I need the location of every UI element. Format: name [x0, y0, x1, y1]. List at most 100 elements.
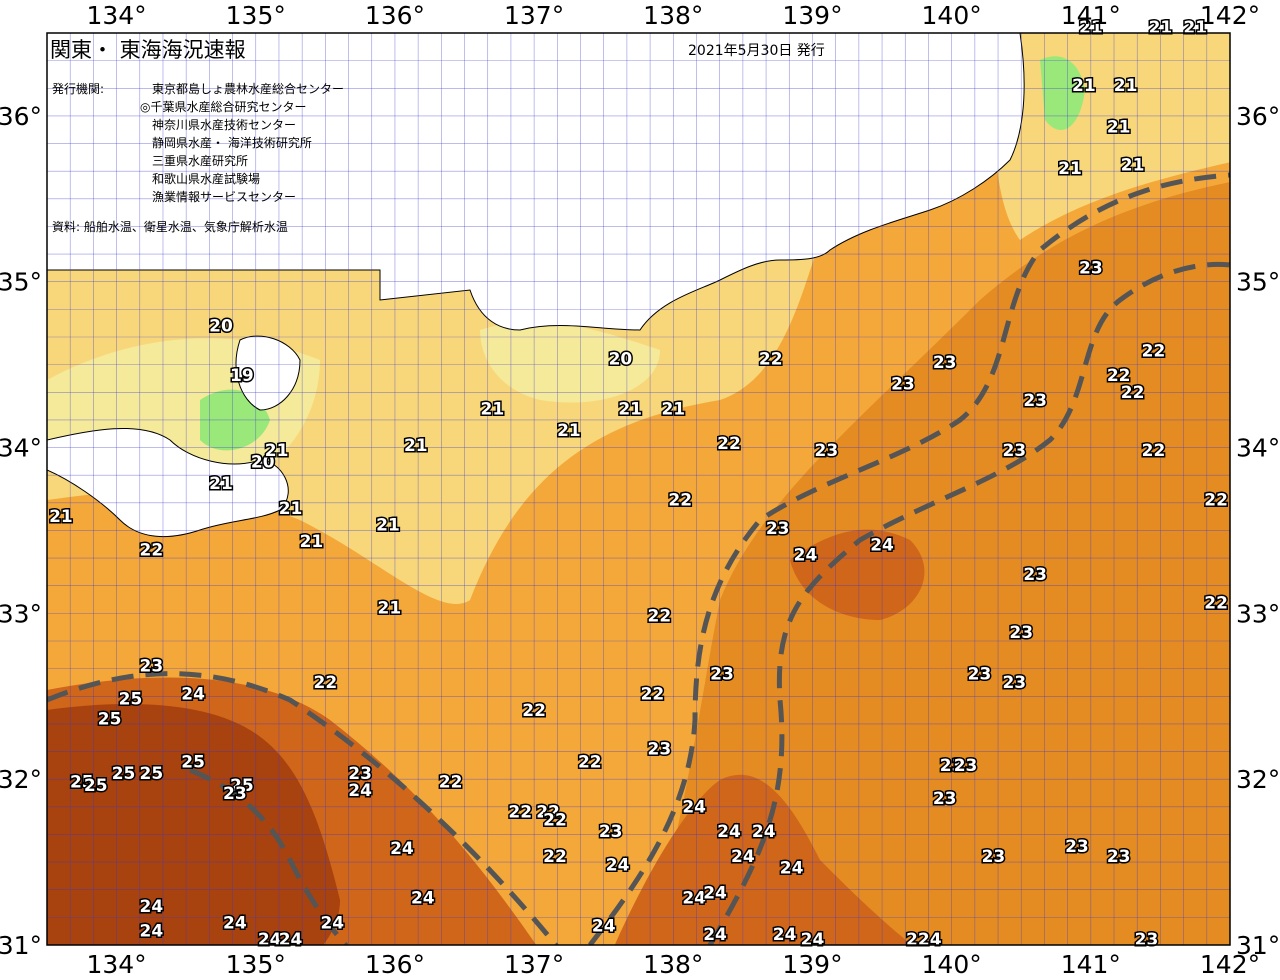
lat-label-left: 34°: [0, 434, 42, 463]
temperature-label: 24: [140, 897, 164, 917]
temperature-label: 24: [682, 797, 706, 817]
temperature-label: 23: [1002, 673, 1026, 693]
temperature-label: 21: [404, 436, 428, 456]
temperature-label: 24: [731, 847, 755, 867]
kuroshio-front-main: [588, 172, 1230, 945]
longitude-labels-top: 134° 135° 136° 137° 138° 139° 140° 141° 142°: [86, 1, 1260, 30]
temperature-label: 24: [279, 930, 303, 950]
temperature-label: 21: [1072, 76, 1096, 96]
temperature-label: 22: [1142, 341, 1166, 361]
temperature-label: 20: [251, 452, 275, 472]
lon-label-top: 135°: [226, 1, 286, 30]
temperature-label: 24: [773, 925, 797, 945]
zone-23-degrees: [649, 182, 1230, 945]
kuroshio-front-east: [707, 261, 1230, 945]
temperature-label: 22: [641, 685, 665, 705]
temperature-label: 24: [592, 917, 616, 937]
temperature-label: 25: [181, 753, 205, 773]
zone-25-degrees: [47, 704, 340, 945]
temperature-label: 23: [954, 756, 978, 776]
temperature-label: 22: [1142, 441, 1166, 461]
temperature-label: 23: [940, 756, 964, 776]
latitude-labels-right: 36° 35° 34° 33° 32° 31°: [1236, 102, 1280, 960]
temperature-label: 20: [609, 350, 633, 370]
temperature-label: 23: [933, 789, 957, 809]
lon-label-top: 137°: [504, 1, 564, 30]
zone-20-degrees: [480, 321, 660, 403]
temperature-label: 25: [98, 709, 122, 729]
agency-7: 漁業情報サービスセンター: [152, 190, 296, 204]
lat-label-left: 33°: [0, 599, 42, 628]
temperature-label: 21: [618, 399, 642, 419]
temperature-label: 21: [1121, 156, 1145, 176]
agency-4: 静岡県水産・ 海洋技術研究所: [152, 135, 312, 150]
temperature-label: 25: [84, 776, 108, 796]
temperature-label: 24: [411, 889, 435, 909]
temperature-label: 25: [140, 764, 164, 784]
temperature-label: 24: [717, 822, 741, 842]
temperature-label: 22: [536, 802, 560, 822]
temperature-label: 22: [1204, 593, 1228, 613]
temperature-label: 23: [933, 353, 957, 373]
temperature-label: 224: [906, 930, 942, 950]
lon-label-bottom: 136°: [365, 950, 425, 979]
temperature-label: 24: [703, 925, 727, 945]
temperature-label: 24: [223, 913, 247, 933]
temperature-label: 24: [320, 913, 344, 933]
agency-1: 東京都島しょ農林水産総合センター: [152, 81, 344, 96]
map-title: 関東・ 東海海況速報: [50, 38, 246, 62]
temperature-label: 21: [49, 507, 73, 527]
temperature-label: 24: [870, 535, 894, 555]
temperature-label: 23: [766, 519, 790, 539]
lon-label-bottom: 135°: [226, 950, 286, 979]
temperature-label: 21: [1114, 76, 1138, 96]
temperature-label: 22: [717, 434, 741, 454]
temperature-label: 22: [1121, 383, 1145, 403]
temperature-label: 23: [1023, 565, 1047, 585]
temperature-label: 24: [780, 859, 804, 879]
lon-label-bottom: 137°: [504, 950, 564, 979]
temperature-label: 23: [1023, 391, 1047, 411]
lon-label-bottom: 140°: [922, 950, 982, 979]
temperature-label: 23: [1009, 623, 1033, 643]
temperature-label: 23: [1107, 847, 1131, 867]
temperature-label: 23: [891, 375, 915, 395]
lat-label-right: 32°: [1236, 765, 1280, 794]
agency-info: 発行機関: 東京都島しょ農林水産総合センター ◎千葉県水産総合研究センター 神奈…: [52, 81, 344, 234]
lat-label-left: 31°: [0, 931, 42, 960]
temperature-label: 23: [1002, 441, 1026, 461]
temperature-label: 23: [140, 656, 164, 676]
lon-label-top: 142°: [1200, 1, 1260, 30]
temperature-label: 24: [752, 822, 776, 842]
temperature-label: 22: [439, 772, 463, 792]
lat-label-left: 35°: [0, 268, 42, 297]
agency-5: 三重県水産研究所: [152, 153, 248, 168]
temperature-label: 22: [508, 802, 532, 822]
temperature-label: 25: [230, 776, 254, 796]
lat-label-right: 33°: [1236, 599, 1280, 628]
zone-24-degrees-central: [790, 529, 925, 620]
temperature-label: 22: [522, 701, 546, 721]
lat-label-left: 36°: [0, 102, 42, 131]
lon-label-top: 134°: [86, 1, 146, 30]
temperature-label: 21: [378, 598, 402, 618]
map-border: [46, 32, 1231, 946]
temperature-label: 25: [119, 690, 143, 710]
lat-label-right: 34°: [1236, 434, 1280, 463]
lat-label-right: 31°: [1236, 931, 1280, 960]
temperature-label: 23: [982, 847, 1006, 867]
temperature-label: 25: [70, 772, 94, 792]
temperature-label: 21: [1149, 18, 1173, 38]
agency-3: 神奈川県水産技術センター: [152, 117, 296, 132]
temperature-label: 24: [801, 930, 825, 950]
kuroshio-front-west: [47, 671, 560, 945]
lon-label-top: 138°: [643, 1, 703, 30]
temperature-label: 24: [606, 855, 630, 875]
lon-label-bottom: 134°: [86, 950, 146, 979]
temperature-label: 24: [682, 889, 706, 909]
kuroshio-front-inner: [189, 767, 350, 945]
lon-label-top: 141°: [1061, 1, 1121, 30]
temperature-label: 22: [1107, 366, 1131, 386]
land-honshu: [47, 33, 1025, 331]
temperature-label: 22: [140, 540, 164, 560]
